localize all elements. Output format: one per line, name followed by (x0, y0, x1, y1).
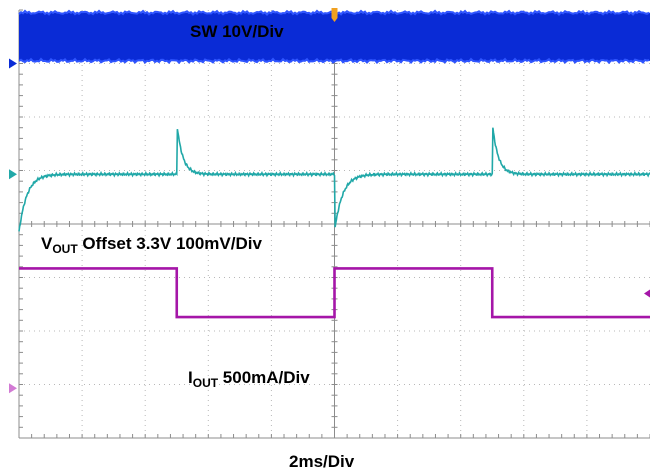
trigger-level-marker (644, 289, 650, 298)
iout-ground-marker (9, 383, 17, 394)
vout-ground-marker (9, 169, 17, 180)
iout-label-rest: 500mA/Div (218, 368, 310, 387)
sw-ground-marker (9, 58, 17, 69)
vout-trace (18, 127, 650, 232)
iout-label-main: I (188, 368, 193, 387)
iout-trace (19, 267, 650, 319)
iout-label-sub: OUT (192, 376, 219, 390)
sw-trace-bottom-edge (18, 57, 650, 65)
channel-markers (9, 8, 650, 394)
sw-channel-label: SW 10V/Div (190, 22, 284, 41)
vout-label-sub: OUT (52, 242, 78, 256)
vout-label-main: V (41, 234, 53, 253)
vout-label-rest: Offset 3.3V 100mV/Div (77, 234, 262, 253)
x-axis-label: 2ms/Div (289, 452, 355, 471)
trigger-position-marker (331, 8, 338, 22)
vout-channel-label: VOUT Offset 3.3V 100mV/Div (41, 234, 262, 256)
iout-channel-label: IOUT 500mA/Div (188, 368, 310, 390)
